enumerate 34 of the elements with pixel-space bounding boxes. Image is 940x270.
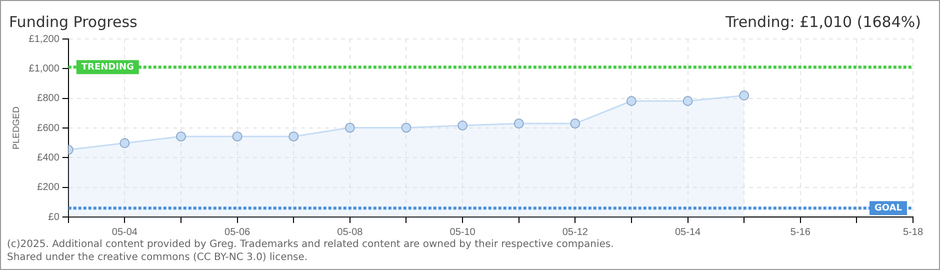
chart-subtitle: Trending: £1,010 (1684%) <box>726 13 921 31</box>
x-tick-label: 05-14 <box>674 226 701 238</box>
x-tick-label: 05-10 <box>450 226 476 238</box>
point <box>344 122 355 133</box>
point <box>682 96 693 106</box>
y-tick-label: £400 <box>37 152 60 164</box>
text: Shared under the creative commons (CC BY-NC 3.0) license. <box>7 251 309 264</box>
point <box>458 120 468 130</box>
x-tick-label: 5-16 <box>790 226 811 238</box>
x-tick-label: 05-06 <box>224 226 251 238</box>
point <box>232 131 242 142</box>
point <box>401 122 412 133</box>
point <box>120 138 130 148</box>
x-tick-label: 05-08 <box>337 226 364 238</box>
point <box>176 131 186 142</box>
y-tick-label: £0 <box>48 212 60 223</box>
y-tick-label: £800 <box>37 93 60 104</box>
y-tick-label: £600 <box>37 122 60 134</box>
point <box>739 90 750 101</box>
chart-title: Funding Progress <box>9 13 138 31</box>
y-axis-title: PLEDGED <box>10 106 21 150</box>
point <box>514 118 524 129</box>
x-tick-label: 05-04 <box>112 226 138 238</box>
x-tick-label: 05-12 <box>562 226 588 238</box>
point <box>626 96 636 106</box>
y-tick-label: £200 <box>37 182 60 194</box>
x-tick-label: 5-18 <box>902 226 924 238</box>
text: (c)2025. Additional content provided by Greg. Trademarks and related content are owned by their respective companies. <box>7 238 614 251</box>
point <box>570 118 580 129</box>
ref-line-label: TRENDING <box>81 62 134 73</box>
ref-line-label: GOAL <box>874 203 902 214</box>
y-tick-label: £1,000 <box>28 63 60 74</box>
y-tick-label: £1,200 <box>28 34 60 45</box>
point <box>288 131 299 142</box>
